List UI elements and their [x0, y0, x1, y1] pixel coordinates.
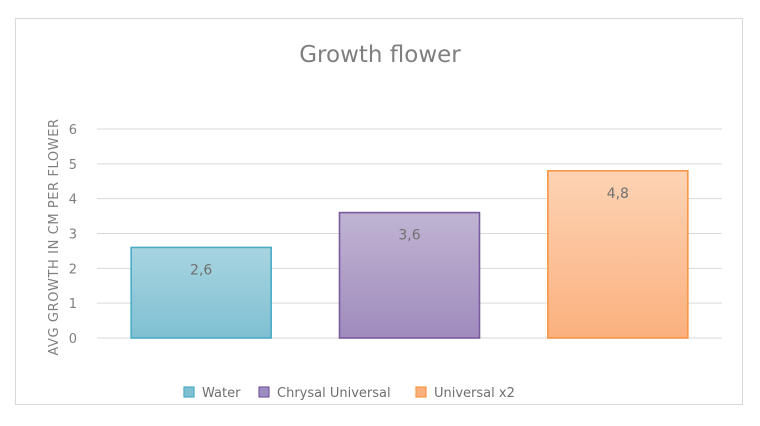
data-label: 4,8	[607, 186, 629, 202]
y-tick-label: 3	[69, 228, 77, 243]
y-axis-label: AVG GROWTH IN CM PER FLOWER	[47, 118, 62, 355]
y-tick-label: 5	[69, 158, 77, 173]
legend-label: Water	[202, 386, 241, 401]
y-tick-label: 2	[69, 262, 77, 277]
y-tick-label: 1	[69, 297, 77, 312]
y-tick-label: 6	[69, 123, 77, 138]
bars	[130, 170, 689, 339]
legend-swatch	[258, 386, 270, 398]
data-label: 2,6	[190, 262, 212, 278]
y-tick-label: 0	[69, 332, 77, 347]
data-label: 3,6	[398, 228, 420, 244]
data-labels: 2,6 3,6 4,8	[190, 186, 629, 279]
bar-water	[130, 246, 272, 339]
legend-label: Chrysal Universal	[277, 386, 391, 401]
legend: Water Chrysal Universal Universal x2	[183, 386, 515, 401]
legend-swatch	[415, 386, 427, 398]
chart-title: Growth flower	[299, 42, 461, 68]
bar-chrysal-universal	[338, 211, 481, 339]
y-tick-label: 4	[69, 193, 77, 208]
y-axis-ticks: 0 1 2 3 4 5 6	[69, 123, 77, 347]
legend-swatch	[183, 386, 195, 398]
bar-universal-x2	[547, 170, 689, 339]
legend-label: Universal x2	[434, 386, 515, 401]
